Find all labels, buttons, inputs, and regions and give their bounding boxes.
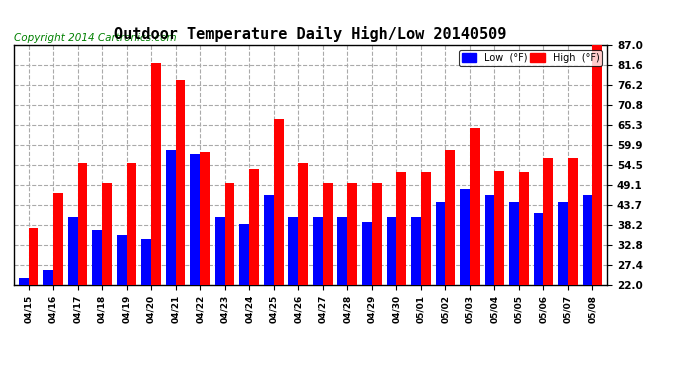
Bar <box>323 183 333 285</box>
Bar <box>176 80 186 285</box>
Bar <box>215 217 225 285</box>
Bar <box>509 202 519 285</box>
Bar <box>117 235 126 285</box>
Bar <box>435 202 445 285</box>
Bar <box>470 128 480 285</box>
Bar <box>274 119 284 285</box>
Bar <box>582 195 593 285</box>
Bar <box>239 224 249 285</box>
Bar <box>313 217 323 285</box>
Bar <box>19 278 28 285</box>
Bar <box>337 217 347 285</box>
Bar <box>421 172 431 285</box>
Bar <box>151 63 161 285</box>
Bar <box>460 189 470 285</box>
Bar <box>495 171 504 285</box>
Bar <box>43 270 53 285</box>
Bar <box>445 150 455 285</box>
Bar <box>190 154 200 285</box>
Bar <box>166 150 176 285</box>
Bar <box>544 158 553 285</box>
Bar <box>225 183 235 285</box>
Bar <box>126 163 137 285</box>
Bar <box>102 183 112 285</box>
Bar <box>362 222 372 285</box>
Bar <box>92 230 102 285</box>
Bar <box>386 217 396 285</box>
Bar <box>53 193 63 285</box>
Bar <box>141 239 151 285</box>
Text: Copyright 2014 Cartronics.com: Copyright 2014 Cartronics.com <box>14 33 177 43</box>
Bar <box>298 163 308 285</box>
Bar <box>372 183 382 285</box>
Bar <box>68 217 77 285</box>
Bar <box>533 213 544 285</box>
Bar <box>347 183 357 285</box>
Bar <box>77 163 88 285</box>
Bar <box>249 169 259 285</box>
Bar <box>264 195 274 285</box>
Bar <box>200 152 210 285</box>
Bar <box>411 217 421 285</box>
Bar <box>484 195 495 285</box>
Bar <box>28 228 39 285</box>
Legend: Low  (°F), High  (°F): Low (°F), High (°F) <box>459 50 602 66</box>
Bar <box>558 202 568 285</box>
Bar <box>593 45 602 285</box>
Title: Outdoor Temperature Daily High/Low 20140509: Outdoor Temperature Daily High/Low 20140… <box>115 27 506 42</box>
Bar <box>396 172 406 285</box>
Bar <box>288 217 298 285</box>
Bar <box>519 172 529 285</box>
Bar <box>568 158 578 285</box>
